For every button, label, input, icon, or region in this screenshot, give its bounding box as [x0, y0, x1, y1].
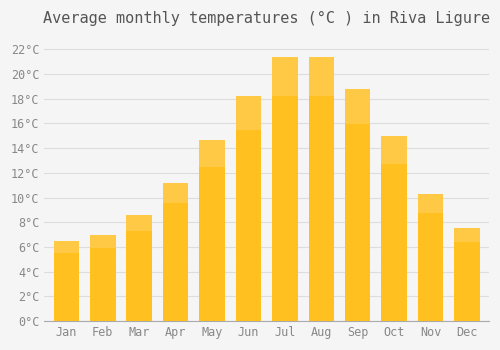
Bar: [163, 183, 188, 203]
Bar: [272, 57, 297, 321]
Bar: [308, 57, 334, 96]
Bar: [126, 215, 152, 231]
Bar: [54, 241, 79, 253]
Bar: [382, 136, 407, 163]
Bar: [454, 229, 480, 321]
Title: Average monthly temperatures (°C ) in Riva Ligure: Average monthly temperatures (°C ) in Ri…: [43, 11, 490, 26]
Bar: [272, 57, 297, 96]
Bar: [345, 89, 370, 124]
Bar: [126, 215, 152, 321]
Bar: [418, 194, 444, 213]
Bar: [418, 194, 444, 321]
Bar: [454, 229, 480, 242]
Bar: [236, 96, 261, 130]
Bar: [90, 234, 116, 321]
Bar: [382, 136, 407, 321]
Bar: [236, 96, 261, 321]
Bar: [200, 140, 225, 167]
Bar: [345, 89, 370, 321]
Bar: [163, 183, 188, 321]
Bar: [90, 234, 116, 247]
Bar: [54, 241, 79, 321]
Bar: [200, 140, 225, 321]
Bar: [308, 57, 334, 321]
